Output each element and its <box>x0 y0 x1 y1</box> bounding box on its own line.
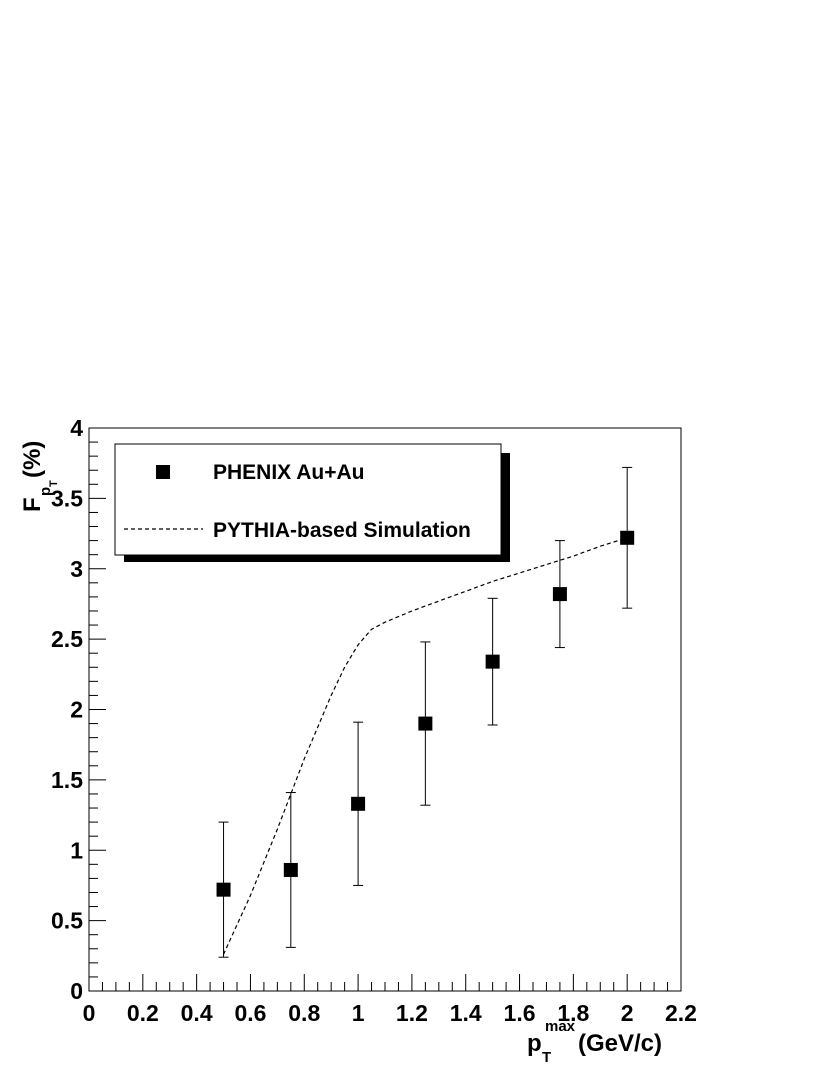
y-tick-label: 0 <box>70 978 83 1004</box>
legend: PHENIX Au+Au PYTHIA-based Simulation <box>114 443 510 562</box>
x-axis-title-unit: (GeV/c) <box>578 1030 662 1057</box>
data-marker <box>283 862 298 877</box>
svg-text:p: p <box>527 1030 542 1057</box>
y-axis-title-subsub: T <box>48 480 60 487</box>
data-point <box>418 641 433 806</box>
data-marker <box>485 654 500 669</box>
x-tick-label: 0 <box>83 1000 96 1026</box>
data-point <box>552 540 567 649</box>
y-tick-label: 3.5 <box>51 485 83 511</box>
x-axis-title: p T max (GeV/c) <box>527 1018 662 1066</box>
data-marker <box>418 716 433 731</box>
legend-box <box>114 443 502 556</box>
x-tick-label: 1 <box>352 1000 365 1026</box>
data-marker <box>351 796 366 811</box>
y-axis-title-sub: p <box>37 487 54 496</box>
legend-entry-phenix: PHENIX Au+Au <box>213 461 365 484</box>
x-tick-label: 1.4 <box>450 1000 482 1026</box>
x-axis-title-sub: T <box>542 1049 551 1066</box>
data-point <box>216 821 231 958</box>
y-axis-title: F p T (%) <box>19 441 60 512</box>
data-marker <box>216 882 231 897</box>
y-tick-label: 2 <box>70 697 83 723</box>
data-marker <box>552 587 567 602</box>
simulation-line <box>222 537 628 955</box>
y-tick-label: 2.5 <box>51 626 83 652</box>
legend-entry-pythia: PYTHIA-based Simulation <box>213 519 471 542</box>
x-tick-label: 2 <box>621 1000 634 1026</box>
x-tick-label: 2.2 <box>665 1000 697 1026</box>
x-tick-label: 0.2 <box>127 1000 159 1026</box>
y-axis-title-unit: (%) <box>19 441 46 478</box>
y-tick-label: 0.5 <box>51 908 83 934</box>
data-marker <box>620 530 635 545</box>
x-tick-label: 0.8 <box>288 1000 320 1026</box>
data-point <box>351 721 366 886</box>
legend-marker-square <box>156 465 170 479</box>
x-tick-label: 1.2 <box>396 1000 428 1026</box>
x-tick-label: 0.6 <box>234 1000 266 1026</box>
x-tick-label: 1.8 <box>557 1000 589 1026</box>
x-tick-label: 1.6 <box>504 1000 536 1026</box>
data-point <box>620 466 635 609</box>
data-point <box>485 597 500 726</box>
x-axis-title-sup: max <box>545 1018 576 1035</box>
y-axis-title-main: F <box>19 497 46 512</box>
x-tick-label: 0.4 <box>181 1000 213 1026</box>
axes: 0 0.2 0.4 0.6 0.8 1 1.2 1.4 1.6 1.8 2 2.2 0 0.5 1 1.5 2 2… <box>51 415 697 1026</box>
y-tick-label: 3 <box>70 556 83 582</box>
y-tick-label: 4 <box>70 415 83 441</box>
data-point <box>283 792 298 948</box>
plot-series <box>216 466 635 958</box>
x-axis-title-main: p <box>527 1030 542 1057</box>
y-tick-label: 1.5 <box>51 767 83 793</box>
y-tick-label: 1 <box>70 837 83 863</box>
